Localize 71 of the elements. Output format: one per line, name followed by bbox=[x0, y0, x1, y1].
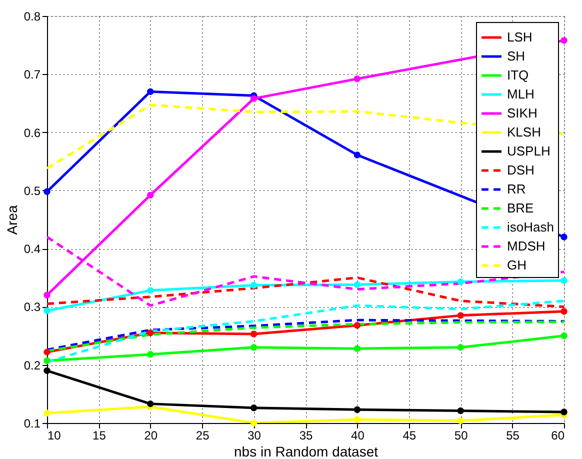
point bbox=[354, 416, 361, 423]
point bbox=[354, 345, 361, 352]
point bbox=[250, 282, 258, 289]
legend-label: GH bbox=[507, 258, 526, 272]
point bbox=[44, 348, 50, 356]
x-axis-title: nbs in Random dataset bbox=[234, 444, 378, 459]
point bbox=[560, 37, 568, 44]
point bbox=[44, 367, 50, 374]
point bbox=[147, 351, 154, 358]
point bbox=[44, 307, 50, 314]
legend-label: RR bbox=[507, 182, 526, 196]
point bbox=[250, 404, 258, 412]
x-tick-label: 55 bbox=[506, 428, 520, 442]
point bbox=[147, 88, 154, 95]
y-tick-label: 0.1 bbox=[24, 416, 41, 430]
point bbox=[147, 400, 154, 408]
point bbox=[354, 281, 361, 288]
point bbox=[44, 292, 50, 298]
legend-label: SIKH bbox=[507, 106, 538, 120]
y-tick-label: 0.4 bbox=[24, 242, 41, 256]
legend-label: MLH bbox=[507, 86, 534, 102]
y-tick-label: 0.8 bbox=[24, 10, 41, 24]
y-tick-label: 0.2 bbox=[24, 358, 41, 372]
point bbox=[354, 322, 361, 329]
x-tick-label: 10 bbox=[48, 428, 62, 442]
point bbox=[457, 344, 464, 351]
x-tick-label: 35 bbox=[299, 428, 313, 442]
point bbox=[560, 277, 568, 284]
y-tick-label: 0.3 bbox=[24, 300, 41, 314]
point bbox=[354, 75, 361, 82]
y-tick-label: 0.5 bbox=[24, 184, 41, 198]
point bbox=[250, 95, 258, 102]
point bbox=[457, 407, 464, 414]
x-tick-label: 50 bbox=[454, 428, 468, 442]
point bbox=[457, 312, 464, 319]
point bbox=[250, 420, 258, 426]
x-tick-label: 45 bbox=[402, 428, 416, 442]
x-tick-label: 25 bbox=[196, 428, 210, 442]
point bbox=[560, 408, 568, 416]
point bbox=[250, 344, 258, 351]
y-tick-label: 0.7 bbox=[24, 68, 41, 82]
point bbox=[354, 406, 361, 413]
x-tick-label: 40 bbox=[351, 428, 365, 442]
point bbox=[147, 330, 154, 336]
point bbox=[560, 332, 568, 340]
point bbox=[147, 287, 154, 294]
point bbox=[457, 417, 464, 424]
point bbox=[147, 192, 154, 198]
point bbox=[44, 410, 50, 416]
x-tick-label: 60 bbox=[551, 428, 565, 442]
x-tick-label: 30 bbox=[248, 428, 262, 442]
y-axis-title: Area bbox=[4, 205, 20, 235]
legend-label: MDSH bbox=[507, 238, 546, 254]
point bbox=[457, 278, 464, 286]
legend-label: isoHash bbox=[507, 220, 554, 234]
legend-label: BRE bbox=[507, 200, 534, 216]
legend-label: KLSH bbox=[507, 124, 541, 140]
legend-label: LSH bbox=[507, 30, 532, 44]
legend-label: SH bbox=[507, 48, 526, 64]
point bbox=[560, 308, 568, 315]
legend-label: USPLH bbox=[507, 144, 550, 158]
legend-label: ITQ bbox=[507, 68, 529, 82]
y-tick-label: 0.6 bbox=[24, 126, 41, 140]
point bbox=[354, 152, 361, 158]
point bbox=[560, 234, 568, 240]
x-tick-label: 15 bbox=[92, 428, 106, 442]
point bbox=[44, 188, 50, 195]
point bbox=[44, 357, 50, 364]
x-tick-label: 20 bbox=[144, 428, 158, 442]
point bbox=[250, 330, 258, 338]
legend-label: DSH bbox=[507, 162, 534, 178]
